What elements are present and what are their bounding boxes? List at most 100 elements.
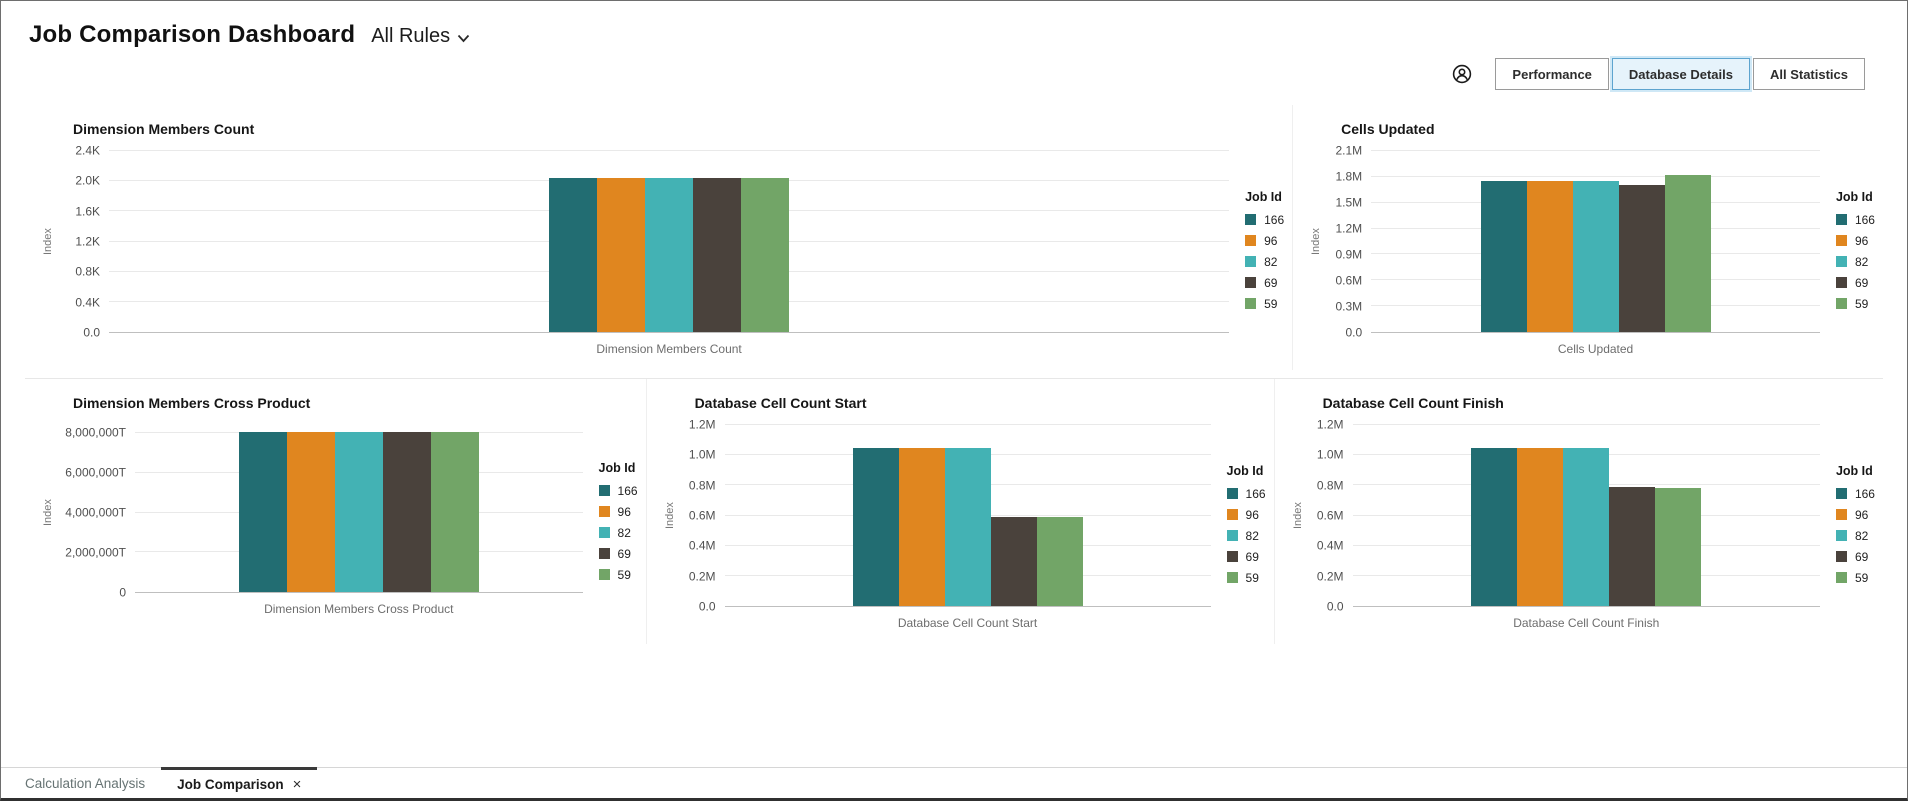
bar-job-96[interactable] xyxy=(1517,448,1564,606)
legend-label: 166 xyxy=(1854,486,1875,501)
legend-item-96[interactable]: 96 xyxy=(598,505,638,519)
legend-label: 96 xyxy=(1264,233,1278,248)
x-axis-title: Database Cell Count Finish xyxy=(1513,616,1660,630)
x-axis-title: Dimension Members Cross Product xyxy=(264,602,454,616)
chevron-down-icon xyxy=(457,34,470,42)
tab-label: Job Comparison xyxy=(177,776,284,792)
bar-job-69[interactable] xyxy=(990,517,1037,606)
legend-title: Job Id xyxy=(598,460,636,475)
bar-job-69[interactable] xyxy=(382,432,431,592)
legend-item-166[interactable]: 166 xyxy=(1226,487,1266,501)
y-tick-label: 0.8M xyxy=(688,478,716,493)
legend-label: 82 xyxy=(617,525,631,540)
legend-item-82[interactable]: 82 xyxy=(1245,255,1284,269)
legend-item-69[interactable]: 69 xyxy=(1835,275,1875,290)
legend-item-59[interactable]: 59 xyxy=(1835,297,1875,311)
bar-job-82[interactable] xyxy=(334,432,383,592)
legend-swatch xyxy=(1245,214,1257,225)
bar-group xyxy=(238,432,479,592)
y-tick-label: 0.6M xyxy=(1335,273,1363,288)
legend-item-82[interactable]: 82 xyxy=(1226,528,1266,543)
gridline xyxy=(724,424,1211,425)
bar-job-69[interactable] xyxy=(1609,487,1656,606)
y-tick-label: 1.0M xyxy=(688,447,716,462)
bar-job-166[interactable] xyxy=(1471,448,1518,606)
legend-item-166[interactable]: 166 xyxy=(598,484,638,498)
bar-job-59[interactable] xyxy=(430,432,479,592)
bar-job-82[interactable] xyxy=(1563,448,1610,606)
legend-item-82[interactable]: 82 xyxy=(598,525,638,540)
view-button-performance[interactable]: Performance xyxy=(1495,58,1609,90)
legend-item-96[interactable]: 96 xyxy=(1245,234,1284,248)
bar-job-59[interactable] xyxy=(1655,488,1702,606)
legend-label: 96 xyxy=(1854,233,1869,248)
legend-item-59[interactable]: 59 xyxy=(598,567,638,582)
y-tick-label: 4,000,000T xyxy=(65,505,126,520)
legend-label: 59 xyxy=(617,567,631,582)
legend-swatch xyxy=(1835,572,1847,583)
legend-swatch xyxy=(1835,530,1847,541)
bar-job-59[interactable] xyxy=(741,178,790,332)
y-tick-label: 0.8K xyxy=(75,264,100,279)
bar-job-166[interactable] xyxy=(238,432,287,592)
tab-close-icon[interactable]: × xyxy=(292,775,302,793)
bar-job-166[interactable] xyxy=(549,178,598,332)
bar-job-166[interactable] xyxy=(852,448,899,606)
y-tick-label: 1.6K xyxy=(75,204,100,219)
legend-label: 82 xyxy=(1245,528,1259,543)
legend-item-166[interactable]: 166 xyxy=(1835,486,1875,501)
bottom-tabbar: Calculation Analysis Job Comparison × xyxy=(1,767,1907,798)
chart-body: Index 1.2M 1.0M 0.8M 0.6M 0.4M 0.2M 0.0 Database… xyxy=(661,418,1270,630)
y-tick-label: 0.0 xyxy=(1326,599,1344,614)
bar-group xyxy=(1471,448,1702,606)
legend-label: 69 xyxy=(1854,275,1869,290)
y-tick-label: 1.5M xyxy=(1335,195,1363,210)
bar-group xyxy=(1480,175,1711,332)
legend-item-166[interactable]: 166 xyxy=(1835,212,1875,227)
view-button-all-statistics[interactable]: All Statistics xyxy=(1752,58,1865,90)
bar-job-69[interactable] xyxy=(693,178,742,332)
y-tick-label: 1.0M xyxy=(1316,447,1344,462)
bar-job-69[interactable] xyxy=(1618,185,1665,332)
view-button-database-details[interactable]: Database Details xyxy=(1611,58,1750,90)
legend-item-82[interactable]: 82 xyxy=(1835,255,1875,269)
bar-job-96[interactable] xyxy=(1526,181,1573,332)
legend-swatch xyxy=(1226,572,1238,583)
y-tick-label: 0.2M xyxy=(688,569,716,584)
legend-label: 166 xyxy=(1854,212,1875,227)
bar-job-96[interactable] xyxy=(898,448,945,606)
bar-job-82[interactable] xyxy=(944,448,991,606)
bar-job-59[interactable] xyxy=(1036,517,1083,606)
bar-job-96[interactable] xyxy=(597,178,646,332)
legend-item-96[interactable]: 96 xyxy=(1835,508,1875,522)
pov-settings-icon[interactable] xyxy=(1450,62,1474,86)
bar-job-82[interactable] xyxy=(1572,181,1619,332)
legend-item-69[interactable]: 69 xyxy=(1226,550,1266,564)
tab-job-comparison[interactable]: Job Comparison × xyxy=(161,767,318,798)
bar-job-96[interactable] xyxy=(286,432,335,592)
y-tick-label: 2.1M xyxy=(1335,143,1363,158)
legend-swatch xyxy=(1245,298,1257,309)
legend: Job Id 166 96 82 69 59 xyxy=(1226,464,1266,592)
y-tick-label: 0.4M xyxy=(1316,538,1344,553)
chart-title: Dimension Members Cross Product xyxy=(73,395,311,411)
legend-item-69[interactable]: 69 xyxy=(1245,276,1284,290)
legend-item-59[interactable]: 59 xyxy=(1835,571,1875,585)
rules-filter-dropdown[interactable]: All Rules xyxy=(371,25,470,48)
bar-job-82[interactable] xyxy=(645,178,694,332)
chart-title: Database Cell Count Start xyxy=(694,395,867,411)
legend-item-166[interactable]: 166 xyxy=(1245,213,1284,227)
chart-title: Cells Updated xyxy=(1341,121,1435,137)
legend-item-96[interactable]: 96 xyxy=(1226,508,1266,522)
legend-item-59[interactable]: 59 xyxy=(1226,571,1266,585)
bar-job-59[interactable] xyxy=(1664,175,1711,332)
bar-job-166[interactable] xyxy=(1480,181,1527,332)
legend-item-59[interactable]: 59 xyxy=(1245,297,1284,311)
x-axis-title: Cells Updated xyxy=(1557,342,1634,356)
legend-item-69[interactable]: 69 xyxy=(598,547,638,561)
legend-item-96[interactable]: 96 xyxy=(1835,233,1875,248)
legend-item-69[interactable]: 69 xyxy=(1835,550,1875,564)
legend-item-82[interactable]: 82 xyxy=(1835,529,1875,543)
tab-calculation-analysis[interactable]: Calculation Analysis xyxy=(9,768,161,798)
